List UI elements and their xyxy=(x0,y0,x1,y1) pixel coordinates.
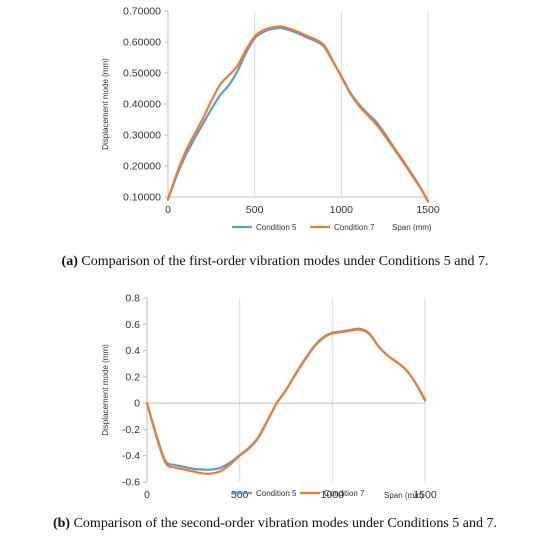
chart-b-x-tick-label-3: 1500 xyxy=(413,489,437,501)
caption-b-prefix: (b) xyxy=(52,516,71,531)
caption-a: (a) Comparison of the first-order vibrat… xyxy=(0,254,550,270)
chart-second-order: -0.6 -0.4 -0.2 0 0.2 0.4 0.6 0.8 0 500 1000 1500 Dis… xyxy=(101,293,437,502)
chart-b-y-tick-label-7: 0.8 xyxy=(125,293,140,305)
chart-a-x-tick-label-3: 1500 xyxy=(416,204,440,216)
chart-a-y-tick-label-1: 0.20000 xyxy=(123,161,161,173)
chart-a-legend-label-2: Condition 7 xyxy=(334,223,375,232)
chart-b-y-tick-label-5: 0.4 xyxy=(125,345,140,357)
chart-b-y-tick-label-2: -0.2 xyxy=(122,424,140,436)
chart-b-x-tick-label-1: 500 xyxy=(231,489,249,501)
chart-a-y-axis-title: Displacement mode (mm) xyxy=(101,58,110,150)
chart-b-series-line-2 xyxy=(145,328,427,475)
chart-a-y-tick-label-6: 0.70000 xyxy=(123,6,161,18)
chart-b-x-tick-label-0: 0 xyxy=(144,489,150,501)
chart-a-x-tick-label-2: 1000 xyxy=(330,204,354,216)
chart-first-order: 0.10000 0.20000 0.30000 0.40000 0.50000 0.600… xyxy=(101,6,440,233)
figure-b: -0.6 -0.4 -0.2 0 0.2 0.4 0.6 0.8 0 500 1000 1500 Dis… xyxy=(0,288,550,540)
figure-a: 0.10000 0.20000 0.30000 0.40000 0.50000 0.600… xyxy=(0,6,550,270)
caption-b: (b) Comparison of the second-order vibra… xyxy=(0,516,550,532)
chart-b-y-tick-label-4: 0.2 xyxy=(125,371,140,383)
chart-a-series-line-2 xyxy=(166,25,430,202)
chart-b-y-tick-label-0: -0.6 xyxy=(122,477,140,489)
chart-a-series-line-1 xyxy=(166,26,430,203)
chart-a-legend-label-1: Condition 5 xyxy=(256,223,297,232)
chart-b-y-tick-label-1: -0.4 xyxy=(122,450,140,462)
caption-b-text: Comparison of the second-order vibration… xyxy=(70,516,498,531)
chart-b-y-tick-label-6: 0.6 xyxy=(125,319,140,331)
chart-b-legend-label-1: Condition 5 xyxy=(256,489,297,498)
chart-b-y-axis-title: Displacement mode (mm) xyxy=(101,344,110,436)
chart-a-y-tick-label-3: 0.40000 xyxy=(123,99,161,111)
chart-a-y-tick-label-2: 0.30000 xyxy=(123,130,161,142)
chart-b-series-line-1 xyxy=(145,327,427,471)
chart-b-y-tick-label-3: 0 xyxy=(134,398,140,410)
chart-a-x-tick-label-0: 0 xyxy=(165,204,171,216)
chart-a-y-tick-label-0: 0.10000 xyxy=(123,192,161,204)
chart-a-y-tick-label-4: 0.50000 xyxy=(123,68,161,80)
chart-a-x-axis-title: Span (mm) xyxy=(392,223,432,232)
caption-a-text: Comparison of the first-order vibration … xyxy=(77,254,489,269)
chart-b-x-axis-title: Span (mm) xyxy=(384,491,424,500)
chart-a-y-tick-label-5: 0.60000 xyxy=(123,37,161,49)
chart-b-legend-label-2: Condition 7 xyxy=(324,489,365,498)
chart-a-x-tick-label-1: 500 xyxy=(246,204,264,216)
chart-b-x-tick-label-2: 1000 xyxy=(321,489,345,501)
caption-a-prefix: (a) xyxy=(61,254,78,269)
